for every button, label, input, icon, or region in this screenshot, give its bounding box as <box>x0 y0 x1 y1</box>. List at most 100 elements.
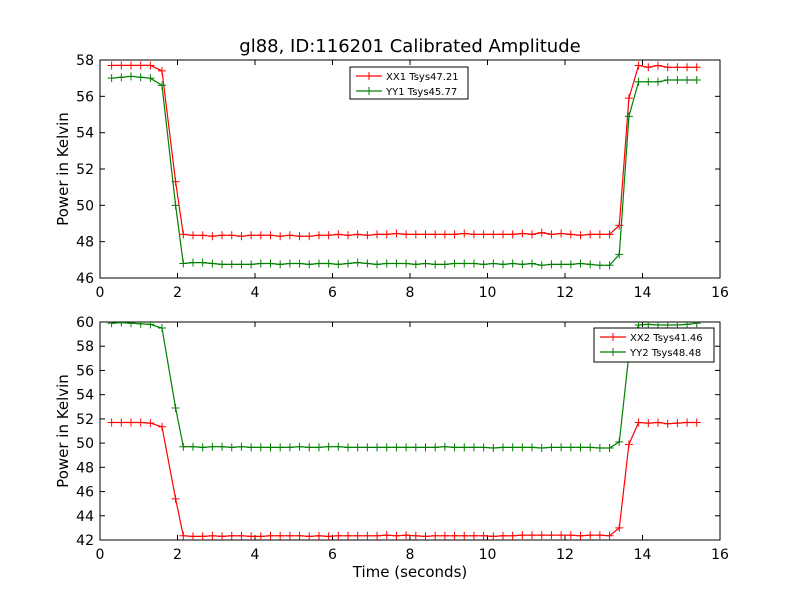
x-tick-label: 12 <box>556 547 574 563</box>
data-point <box>314 259 323 268</box>
data-point <box>382 443 391 452</box>
data-point <box>373 531 382 540</box>
y-axis-label: Power in Kelvin <box>54 374 72 488</box>
data-point <box>392 259 401 268</box>
data-point <box>344 531 352 540</box>
data-point <box>334 260 343 269</box>
data-point <box>654 61 662 70</box>
data-point <box>692 63 701 72</box>
x-tick-label: 14 <box>634 547 652 563</box>
data-point <box>276 260 285 269</box>
data-point <box>189 258 197 267</box>
data-point <box>247 532 256 540</box>
data-point <box>158 66 166 75</box>
data-point <box>285 231 294 240</box>
data-point <box>363 531 372 540</box>
data-point <box>189 532 197 540</box>
data-point <box>127 418 135 427</box>
x-tick-label: 4 <box>251 547 260 563</box>
data-point <box>189 231 197 240</box>
data-point <box>198 532 207 540</box>
data-point <box>295 442 304 451</box>
data-point <box>179 230 188 239</box>
legend-swatch-marker <box>365 87 373 95</box>
data-point <box>644 419 653 428</box>
data-point <box>107 418 116 427</box>
data-point <box>586 531 595 540</box>
data-point <box>673 75 682 84</box>
data-point <box>537 443 546 452</box>
data-point <box>479 443 488 452</box>
data-point <box>146 419 155 428</box>
data-point <box>227 531 236 540</box>
data-point <box>237 232 246 241</box>
data-point <box>227 260 236 269</box>
y-tick-label: 54 <box>76 126 94 142</box>
x-tick-label: 10 <box>479 547 497 563</box>
legend-label: XX2 Tsys41.46 <box>630 333 703 344</box>
data-point <box>615 437 624 446</box>
data-point <box>440 531 449 540</box>
x-tick-label: 2 <box>173 285 182 301</box>
series-1 <box>107 61 701 241</box>
data-point <box>127 72 135 81</box>
data-point <box>692 75 701 84</box>
data-point <box>624 94 633 103</box>
data-point <box>324 231 333 240</box>
data-point <box>344 231 352 240</box>
data-point <box>421 230 430 239</box>
data-point <box>489 259 498 268</box>
data-point <box>127 61 135 70</box>
data-point <box>146 322 155 329</box>
data-point <box>324 532 333 540</box>
data-point <box>136 61 145 70</box>
x-tick-label: 2 <box>173 547 182 563</box>
data-point <box>402 443 411 452</box>
y-tick-label: 48 <box>76 460 94 476</box>
legend-swatch-marker <box>365 72 373 80</box>
data-point <box>440 230 449 239</box>
data-point <box>508 230 517 239</box>
data-point <box>479 531 488 540</box>
x-tick-label: 16 <box>711 285 729 301</box>
legend-box <box>593 327 715 363</box>
x-tick-label: 8 <box>406 285 415 301</box>
data-point <box>586 260 595 269</box>
legend-label: XX1 Tsys47.21 <box>386 72 459 83</box>
data-point <box>117 418 126 427</box>
data-point <box>256 443 265 452</box>
data-point <box>605 531 614 540</box>
data-point <box>237 260 246 269</box>
data-point <box>402 230 411 239</box>
data-point <box>683 63 692 72</box>
data-point <box>392 443 401 452</box>
data-point <box>615 250 624 259</box>
data-point <box>218 532 227 540</box>
data-point <box>634 418 643 427</box>
data-point <box>247 231 256 240</box>
legend: XX1 Tsys47.21 YY1 Tsys45.77 <box>349 66 469 100</box>
data-point <box>644 322 653 329</box>
x-tick-label: 16 <box>711 547 729 563</box>
y-tick-label: 44 <box>76 509 94 525</box>
data-point <box>107 74 116 83</box>
data-point <box>146 61 155 70</box>
x-tick-label: 6 <box>328 547 337 563</box>
data-point <box>198 258 207 267</box>
data-point <box>247 443 256 452</box>
data-point <box>353 443 362 452</box>
data-point <box>117 73 126 82</box>
y-tick-label: 58 <box>76 53 94 69</box>
data-point <box>382 259 391 268</box>
data-point <box>117 322 126 327</box>
data-point <box>692 418 701 427</box>
data-point <box>518 443 527 452</box>
data-point <box>136 322 145 328</box>
y-tick-label: 56 <box>76 363 94 379</box>
data-point <box>683 418 692 427</box>
data-point <box>644 77 653 86</box>
data-point <box>469 443 478 452</box>
data-point <box>392 531 401 540</box>
